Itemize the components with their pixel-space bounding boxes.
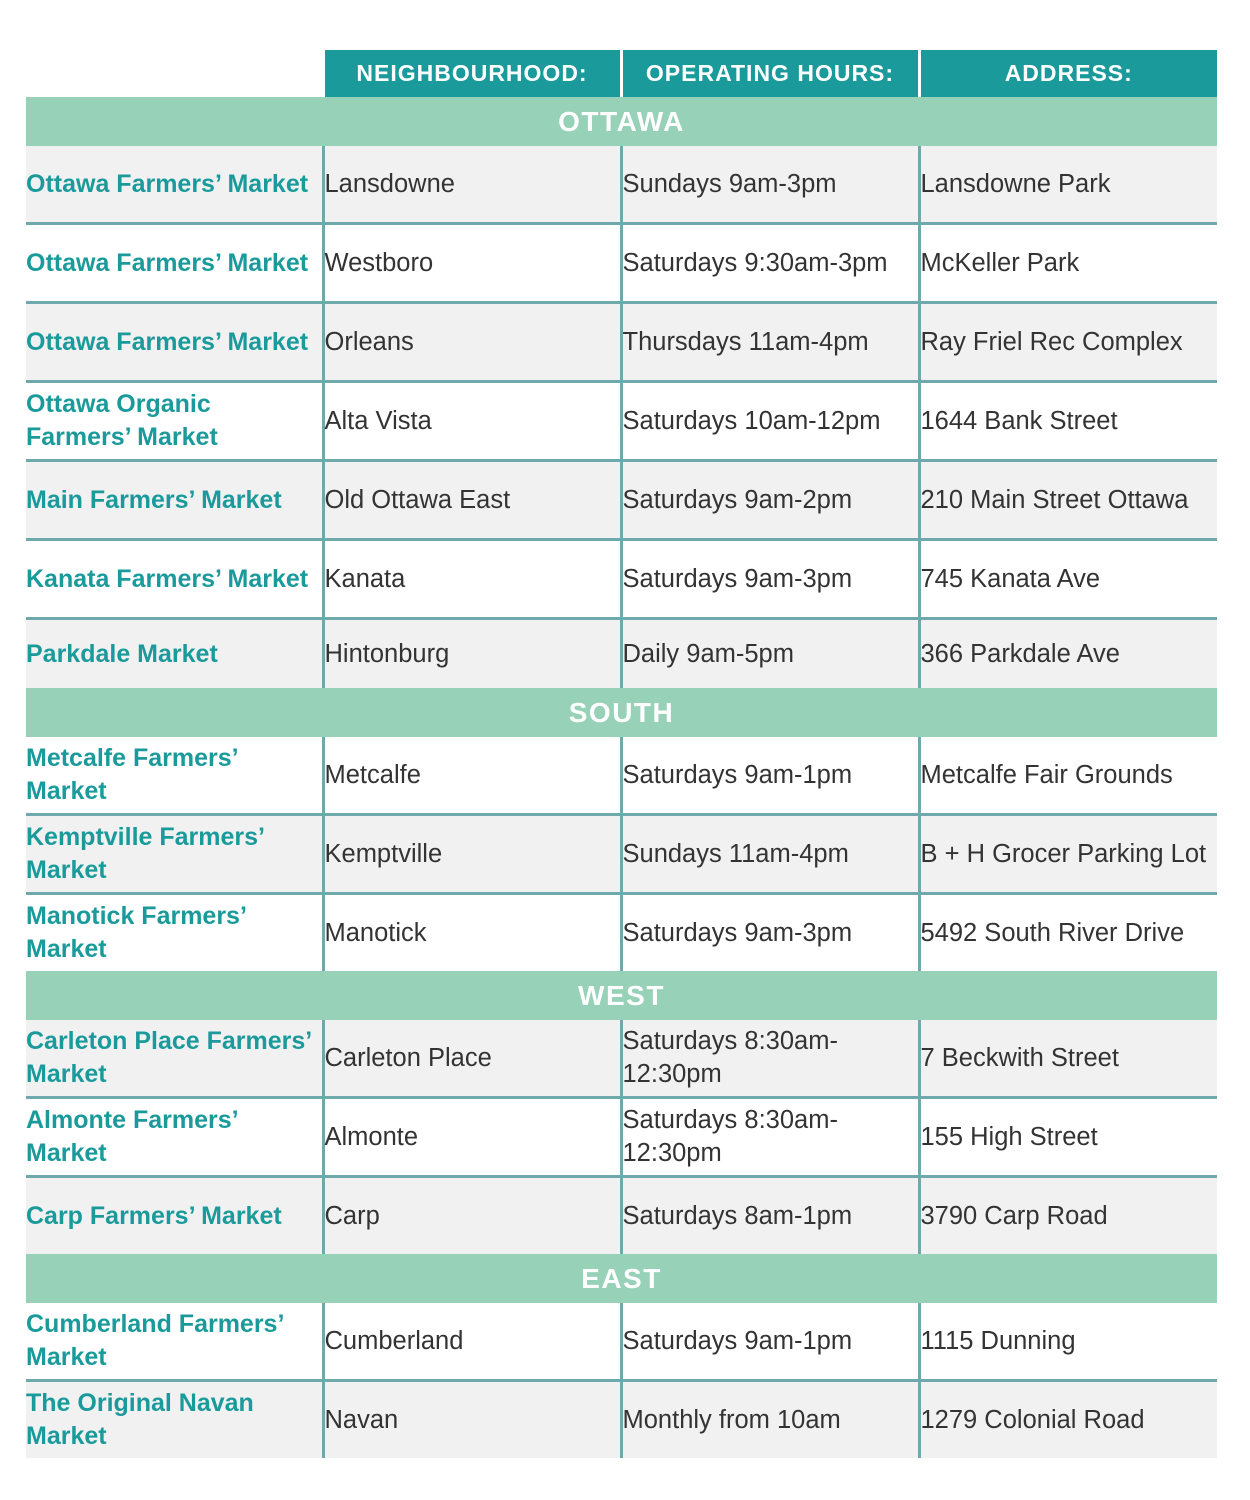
table-row: Ottawa Farmers’ Market Lansdowne Sundays 9… [26,146,1217,224]
operating-hours: Saturdays 9am-2pm [619,459,919,540]
address: 7 Beckwith Street [917,1020,1217,1098]
table-row: Kanata Farmers’ Market Kanata Saturdays 9a… [26,538,1217,619]
neighbourhood: Lansdowne [321,146,621,224]
market-name: Carp Farmers’ Market [26,1175,323,1254]
neighbourhood: Metcalfe [321,737,621,815]
market-name: The Original Navan Market [26,1379,323,1458]
section-title: WEST [26,971,1217,1020]
address: Ray Friel Rec Complex [917,301,1217,382]
farmers-market-table: NEIGHBOURHOOD: OPERATING HOURS: ADDRESS:… [26,50,1217,1458]
neighbourhood: Old Ottawa East [321,459,621,540]
table-row: Carleton Place Farmers’ Market Carleton P… [26,1020,1217,1098]
table-row: The Original Navan Market Navan Monthly fr… [26,1379,1217,1458]
operating-hours: Saturdays 9am-1pm [619,737,919,815]
table-row: Parkdale Market Hintonburg Daily 9am-5pm 36… [26,617,1217,688]
operating-hours: Saturdays 10am-12pm [619,380,919,461]
table-row: Ottawa Farmers’ Market Orleans Thursdays 1… [26,301,1217,382]
market-name: Carleton Place Farmers’ Market [26,1020,323,1098]
address: McKeller Park [917,222,1217,303]
operating-hours: Daily 9am-5pm [619,617,919,688]
market-name: Kanata Farmers’ Market [26,538,323,619]
table-row: Almonte Farmers’ Market Almonte Saturdays … [26,1096,1217,1177]
neighbourhood: Carleton Place [321,1020,621,1098]
header-row: NEIGHBOURHOOD: OPERATING HOURS: ADDRESS: [26,50,1217,97]
neighbourhood: Navan [321,1379,621,1458]
operating-hours: Saturdays 8:30am-12:30pm [619,1020,919,1098]
address: 1115 Dunning [917,1303,1217,1381]
operating-hours: Thursdays 11am-4pm [619,301,919,382]
market-name: Ottawa Farmers’ Market [26,301,323,382]
table-row: Kemptville Farmers’ Market Kemptville Sund… [26,813,1217,894]
market-name: Ottawa Farmers’ Market [26,146,323,224]
address: B + H Grocer Parking Lot [917,813,1217,894]
operating-hours: Saturdays 9am-3pm [619,892,919,971]
header-address: ADDRESS: [917,50,1217,97]
neighbourhood: Alta Vista [321,380,621,461]
header-neighbourhood: NEIGHBOURHOOD: [321,50,621,97]
address: 745 Kanata Ave [917,538,1217,619]
market-name: Kemptville Farmers’ Market [26,813,323,894]
table-row: Cumberland Farmers’ Market Cumberland Satu… [26,1303,1217,1381]
operating-hours: Saturdays 8am-1pm [619,1175,919,1254]
header-operating-hours: OPERATING HOURS: [619,50,919,97]
market-name: Ottawa Organic Farmers’ Market [26,380,323,461]
market-name: Parkdale Market [26,617,323,688]
address: Lansdowne Park [917,146,1217,224]
operating-hours: Saturdays 9am-1pm [619,1303,919,1381]
neighbourhood: Kemptville [321,813,621,894]
address: 1644 Bank Street [917,380,1217,461]
section-header: SOUTH [26,688,1217,737]
section-header: WEST [26,971,1217,1020]
market-name: Almonte Farmers’ Market [26,1096,323,1177]
neighbourhood: Westboro [321,222,621,303]
operating-hours: Sundays 11am-4pm [619,813,919,894]
neighbourhood: Hintonburg [321,617,621,688]
table-row: Carp Farmers’ Market Carp Saturdays 8am-1p… [26,1175,1217,1254]
table-row: Ottawa Farmers’ Market Westboro Saturdays … [26,222,1217,303]
market-name: Metcalfe Farmers’ Market [26,744,238,805]
neighbourhood: Carp [321,1175,621,1254]
operating-hours: Monthly from 10am [619,1379,919,1458]
section-title: EAST [26,1254,1217,1303]
table-row: Ottawa Organic Farmers’ Market Alta Vista… [26,380,1217,461]
operating-hours: Sundays 9am-3pm [619,146,919,224]
market-name: Main Farmers’ Market [26,459,323,540]
address: Metcalfe Fair Grounds [917,737,1217,815]
header-blank [26,50,323,97]
address: 366 Parkdale Ave [917,617,1217,688]
market-name: Ottawa Farmers’ Market [26,222,323,303]
operating-hours: Saturdays 8:30am-12:30pm [619,1096,919,1177]
table-row: Main Farmers’ Market Old Ottawa East Satur… [26,459,1217,540]
address: 210 Main Street Ottawa [917,459,1217,540]
address: 1279 Colonial Road [917,1379,1217,1458]
neighbourhood: Orleans [321,301,621,382]
section-title: SOUTH [26,688,1217,737]
operating-hours: Saturdays 9am-3pm [619,538,919,619]
neighbourhood: Kanata [321,538,621,619]
address: 3790 Carp Road [917,1175,1217,1254]
address: 5492 South River Drive [917,892,1217,971]
neighbourhood: Cumberland [321,1303,621,1381]
section-header: EAST [26,1254,1217,1303]
table-row: Manotick Farmers’ Market Manotick Saturday… [26,892,1217,971]
neighbourhood: Manotick [321,892,621,971]
market-name: Cumberland Farmers’ Market [26,1310,284,1371]
section-header: OTTAWA [26,97,1217,146]
section-title: OTTAWA [26,97,1217,146]
address: 155 High Street [917,1096,1217,1177]
neighbourhood: Almonte [321,1096,621,1177]
operating-hours: Saturdays 9:30am-3pm [619,222,919,303]
market-name: Manotick Farmers’ Market [26,892,323,971]
table-row: Metcalfe Farmers’ Market Metcalfe Saturday… [26,737,1217,815]
